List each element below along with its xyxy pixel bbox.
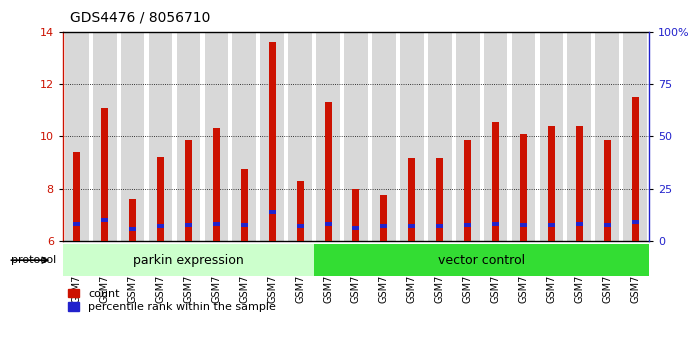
- Bar: [297, 181, 304, 241]
- Bar: [623, 32, 647, 241]
- Bar: [380, 224, 387, 228]
- Bar: [213, 129, 220, 241]
- Bar: [372, 32, 396, 241]
- Bar: [408, 224, 415, 228]
- Text: protocol: protocol: [10, 255, 56, 265]
- Bar: [213, 222, 220, 226]
- Bar: [149, 32, 172, 241]
- Text: vector control: vector control: [438, 254, 525, 267]
- Bar: [129, 199, 136, 241]
- Bar: [512, 32, 535, 241]
- Bar: [632, 97, 639, 241]
- Bar: [464, 140, 471, 241]
- Bar: [157, 157, 164, 241]
- Bar: [632, 221, 639, 224]
- Bar: [314, 244, 649, 276]
- Bar: [595, 32, 619, 241]
- Bar: [380, 195, 387, 241]
- Bar: [540, 32, 563, 241]
- Text: GDS4476 / 8056710: GDS4476 / 8056710: [70, 11, 210, 25]
- Bar: [344, 32, 368, 241]
- Bar: [548, 126, 555, 241]
- Bar: [492, 222, 499, 226]
- Bar: [185, 223, 192, 227]
- Bar: [456, 32, 480, 241]
- Bar: [288, 32, 312, 241]
- Bar: [604, 140, 611, 241]
- Bar: [185, 140, 192, 241]
- Bar: [241, 223, 248, 227]
- Bar: [260, 32, 284, 241]
- Bar: [548, 223, 555, 227]
- Bar: [400, 32, 424, 241]
- Bar: [604, 223, 611, 227]
- Bar: [101, 108, 108, 241]
- Bar: [232, 32, 256, 241]
- Bar: [484, 32, 507, 241]
- Bar: [520, 223, 527, 227]
- Bar: [269, 42, 276, 241]
- Bar: [93, 32, 117, 241]
- Bar: [576, 126, 583, 241]
- Bar: [567, 32, 591, 241]
- Bar: [73, 222, 80, 226]
- Bar: [63, 244, 314, 276]
- Bar: [269, 210, 276, 214]
- Bar: [464, 223, 471, 227]
- Bar: [297, 224, 304, 228]
- Bar: [576, 222, 583, 226]
- Bar: [101, 218, 108, 222]
- Bar: [352, 188, 359, 241]
- Bar: [241, 169, 248, 241]
- Bar: [325, 222, 332, 226]
- Bar: [157, 224, 164, 228]
- Bar: [408, 159, 415, 241]
- Bar: [436, 224, 443, 228]
- Bar: [436, 159, 443, 241]
- Text: parkin expression: parkin expression: [133, 254, 244, 267]
- Bar: [520, 134, 527, 241]
- Bar: [73, 152, 80, 241]
- Bar: [325, 102, 332, 241]
- Bar: [65, 32, 89, 241]
- Bar: [428, 32, 452, 241]
- Bar: [121, 32, 144, 241]
- Bar: [177, 32, 200, 241]
- Bar: [205, 32, 228, 241]
- Bar: [129, 227, 136, 231]
- Bar: [316, 32, 340, 241]
- Bar: [352, 226, 359, 230]
- Bar: [492, 122, 499, 241]
- Legend: count, percentile rank within the sample: count, percentile rank within the sample: [68, 289, 276, 312]
